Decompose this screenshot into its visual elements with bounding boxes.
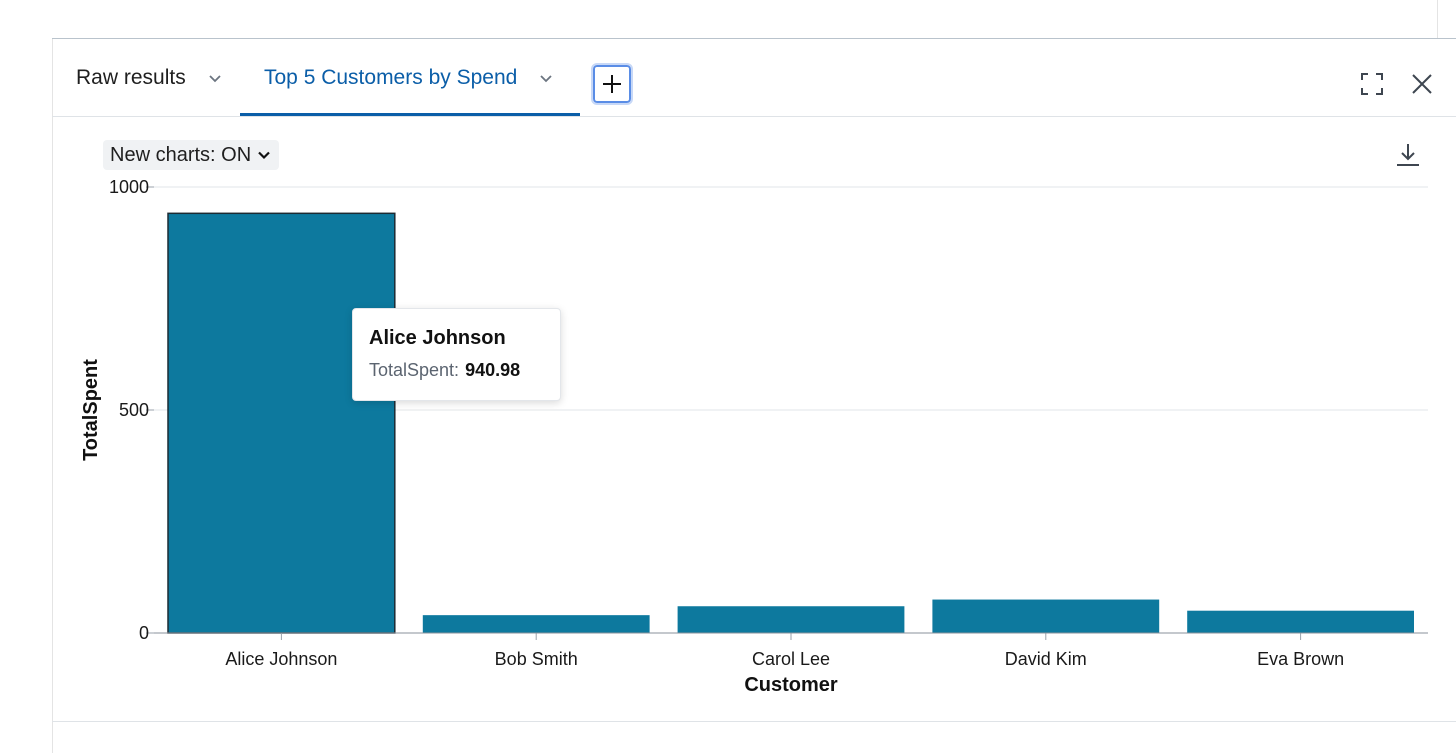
fullscreen-icon: [1361, 73, 1383, 95]
new-charts-label: New charts: ON: [110, 143, 252, 166]
new-charts-toggle[interactable]: New charts: ON: [103, 140, 280, 170]
bar: [677, 606, 905, 633]
chevron-down-icon[interactable]: [535, 67, 557, 89]
tab-raw-results[interactable]: Raw results: [76, 39, 226, 116]
chevron-down-icon: [258, 151, 270, 160]
y-tick-label: 1000: [109, 177, 149, 197]
bar: [422, 615, 650, 633]
top-panel: [52, 0, 1456, 38]
tooltip-row: TotalSpent: 940.98: [369, 360, 544, 381]
x-tick-label: Alice Johnson: [225, 649, 337, 669]
x-axis-title: Customer: [744, 674, 838, 696]
tab-raw-results-label: Raw results: [76, 65, 186, 89]
active-tab-indicator: [240, 113, 580, 116]
bottom-divider: [52, 721, 1456, 722]
download-button[interactable]: [1394, 141, 1422, 169]
tooltip-title: Alice Johnson: [369, 327, 506, 349]
x-tick-label: Eva Brown: [1257, 649, 1344, 669]
expand-button[interactable]: [1358, 70, 1386, 98]
chevron-down-icon[interactable]: [204, 67, 226, 89]
left-gutter: [0, 0, 53, 753]
bar: [1187, 610, 1414, 633]
x-tick-label: David Kim: [1005, 649, 1087, 669]
bar: [932, 599, 1160, 633]
tooltip-key: TotalSpent:: [369, 360, 460, 380]
chart-tooltip: Alice Johnson TotalSpent: 940.98: [352, 308, 561, 401]
plus-icon: [603, 75, 621, 93]
x-tick-label: Carol Lee: [752, 649, 830, 669]
top-panel-edge: [1437, 0, 1438, 38]
bar: [167, 212, 396, 634]
tab-top-5-customers[interactable]: Top 5 Customers by Spend: [240, 39, 580, 116]
y-tick-label: 0: [139, 623, 149, 643]
x-tick-label: Bob Smith: [495, 649, 578, 669]
results-tab-bar: Raw results Top 5 Customers by Spend: [52, 39, 1456, 117]
y-tick-label: 500: [119, 400, 149, 420]
download-icon: [1397, 144, 1419, 166]
tab-top-5-customers-label: Top 5 Customers by Spend: [264, 65, 518, 89]
bar-chart: 0 500 1000 Alice Johnson Bob Smith Carol Lee D…: [80, 177, 1428, 696]
tooltip-value: 940.98: [465, 360, 521, 380]
y-axis-title: TotalSpent: [80, 359, 102, 461]
close-button[interactable]: [1408, 70, 1436, 98]
panel-divider: [52, 38, 1456, 39]
add-tab-button[interactable]: [591, 63, 633, 105]
close-icon: [1412, 74, 1432, 94]
